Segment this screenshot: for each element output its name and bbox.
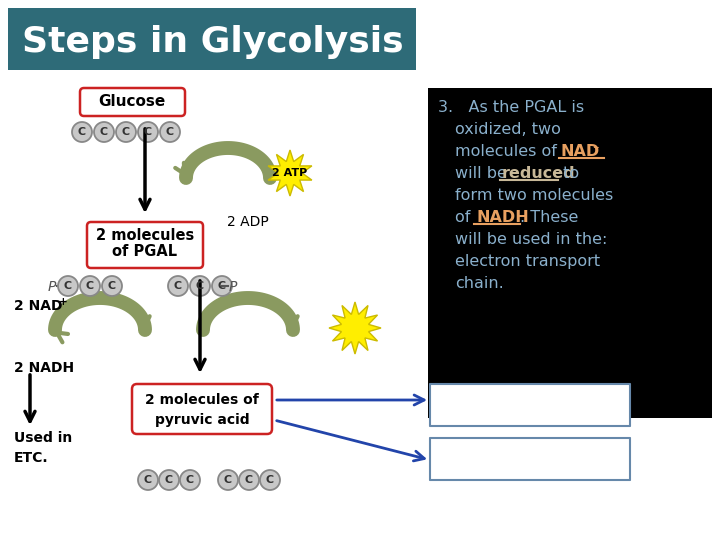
FancyBboxPatch shape (8, 8, 416, 70)
Text: 3.   As the PGAL is: 3. As the PGAL is (438, 100, 584, 115)
Circle shape (160, 122, 180, 142)
Text: chain.: chain. (455, 276, 504, 291)
Text: P: P (229, 280, 237, 294)
Text: of PGAL: of PGAL (112, 245, 178, 260)
Text: Glucose: Glucose (99, 94, 166, 110)
Text: 2 molecules of: 2 molecules of (145, 393, 259, 407)
Text: form two molecules: form two molecules (455, 188, 613, 203)
Text: Used in: Used in (14, 431, 72, 445)
Text: C: C (86, 281, 94, 291)
Circle shape (218, 470, 238, 490)
Text: reduced: reduced (502, 166, 575, 181)
FancyBboxPatch shape (80, 88, 185, 116)
Text: C: C (224, 475, 232, 485)
Text: C: C (108, 281, 116, 291)
Text: C: C (218, 281, 226, 291)
Text: to: to (558, 166, 579, 181)
Text: C: C (245, 475, 253, 485)
Text: 2 molecules: 2 molecules (96, 227, 194, 242)
Text: will be: will be (455, 166, 512, 181)
Circle shape (80, 276, 100, 296)
Text: of: of (455, 210, 481, 225)
Text: Steps in Glycolysis: Steps in Glycolysis (22, 25, 404, 59)
Text: C: C (165, 475, 173, 485)
Text: C: C (78, 127, 86, 137)
Text: C: C (64, 281, 72, 291)
FancyBboxPatch shape (428, 88, 712, 418)
Circle shape (260, 470, 280, 490)
Circle shape (72, 122, 92, 142)
Text: ⁺: ⁺ (592, 144, 598, 157)
Text: electron transport: electron transport (455, 254, 600, 269)
Text: . These: . These (520, 210, 578, 225)
Text: P: P (48, 280, 56, 294)
Circle shape (212, 276, 232, 296)
Text: 2 ADP: 2 ADP (227, 215, 269, 229)
Text: C: C (122, 127, 130, 137)
Text: NADH: NADH (476, 210, 528, 225)
Text: NAD: NAD (560, 144, 599, 159)
Text: C: C (174, 281, 182, 291)
Text: C: C (144, 127, 152, 137)
Circle shape (116, 122, 136, 142)
Circle shape (138, 122, 158, 142)
Polygon shape (329, 302, 381, 354)
Text: +: + (59, 297, 68, 307)
Text: ETC.: ETC. (14, 451, 49, 465)
FancyBboxPatch shape (430, 438, 630, 480)
Circle shape (168, 276, 188, 296)
Text: will be used in the:: will be used in the: (455, 232, 608, 247)
Text: 2 ATP: 2 ATP (272, 168, 307, 178)
FancyBboxPatch shape (430, 384, 630, 426)
FancyBboxPatch shape (132, 384, 272, 434)
Text: pyruvic acid: pyruvic acid (155, 413, 249, 427)
Text: C: C (166, 127, 174, 137)
Circle shape (102, 276, 122, 296)
Text: 2 NAD: 2 NAD (14, 299, 63, 313)
Text: oxidized, two: oxidized, two (455, 122, 561, 137)
Text: molecules of: molecules of (455, 144, 562, 159)
Text: C: C (196, 281, 204, 291)
Circle shape (138, 470, 158, 490)
Circle shape (58, 276, 78, 296)
Text: C: C (266, 475, 274, 485)
Circle shape (180, 470, 200, 490)
Text: 2 NADH: 2 NADH (14, 361, 74, 375)
Text: C: C (186, 475, 194, 485)
Text: C: C (100, 127, 108, 137)
Polygon shape (268, 150, 312, 196)
Text: C: C (144, 475, 152, 485)
Circle shape (190, 276, 210, 296)
Circle shape (239, 470, 259, 490)
FancyBboxPatch shape (87, 222, 203, 268)
Circle shape (94, 122, 114, 142)
Circle shape (159, 470, 179, 490)
